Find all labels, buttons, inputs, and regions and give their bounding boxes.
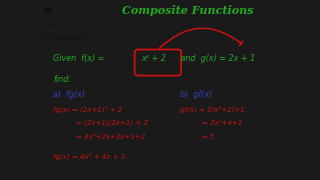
Text: Corbett: Corbett [40, 22, 55, 26]
Text: gf(x) = 2(x²+2)+1: gf(x) = 2(x²+2)+1 [180, 105, 244, 113]
Text: find:: find: [53, 75, 71, 84]
Text: x² + 2: x² + 2 [142, 54, 167, 63]
Text: = 4x²+2x+2x+1+2: = 4x²+2x+2x+1+2 [76, 134, 145, 140]
Text: = (2x+1)(2x+1) + 2: = (2x+1)(2x+1) + 2 [76, 120, 148, 126]
Text: fg(x) = 4x² + 4x + 3: fg(x) = 4x² + 4x + 3 [53, 152, 125, 160]
Text: fg(x) = (2x+1)² + 2: fg(x) = (2x+1)² + 2 [53, 105, 122, 113]
Text: maths: maths [41, 31, 54, 35]
Text: Given  f(x) =: Given f(x) = [53, 54, 104, 63]
Text: = 2x²+4+1: = 2x²+4+1 [202, 120, 243, 126]
Text: a)  fg(x): a) fg(x) [53, 90, 85, 99]
Text: = 5: = 5 [202, 134, 215, 140]
Text: and  g(x) = 2x + 1: and g(x) = 2x + 1 [178, 54, 256, 63]
Text: b)  gf(x): b) gf(x) [180, 90, 212, 99]
Text: Composite Functions: Composite Functions [123, 5, 254, 16]
Text: ●: ● [43, 5, 52, 15]
Text: Example 2: Example 2 [53, 36, 90, 42]
